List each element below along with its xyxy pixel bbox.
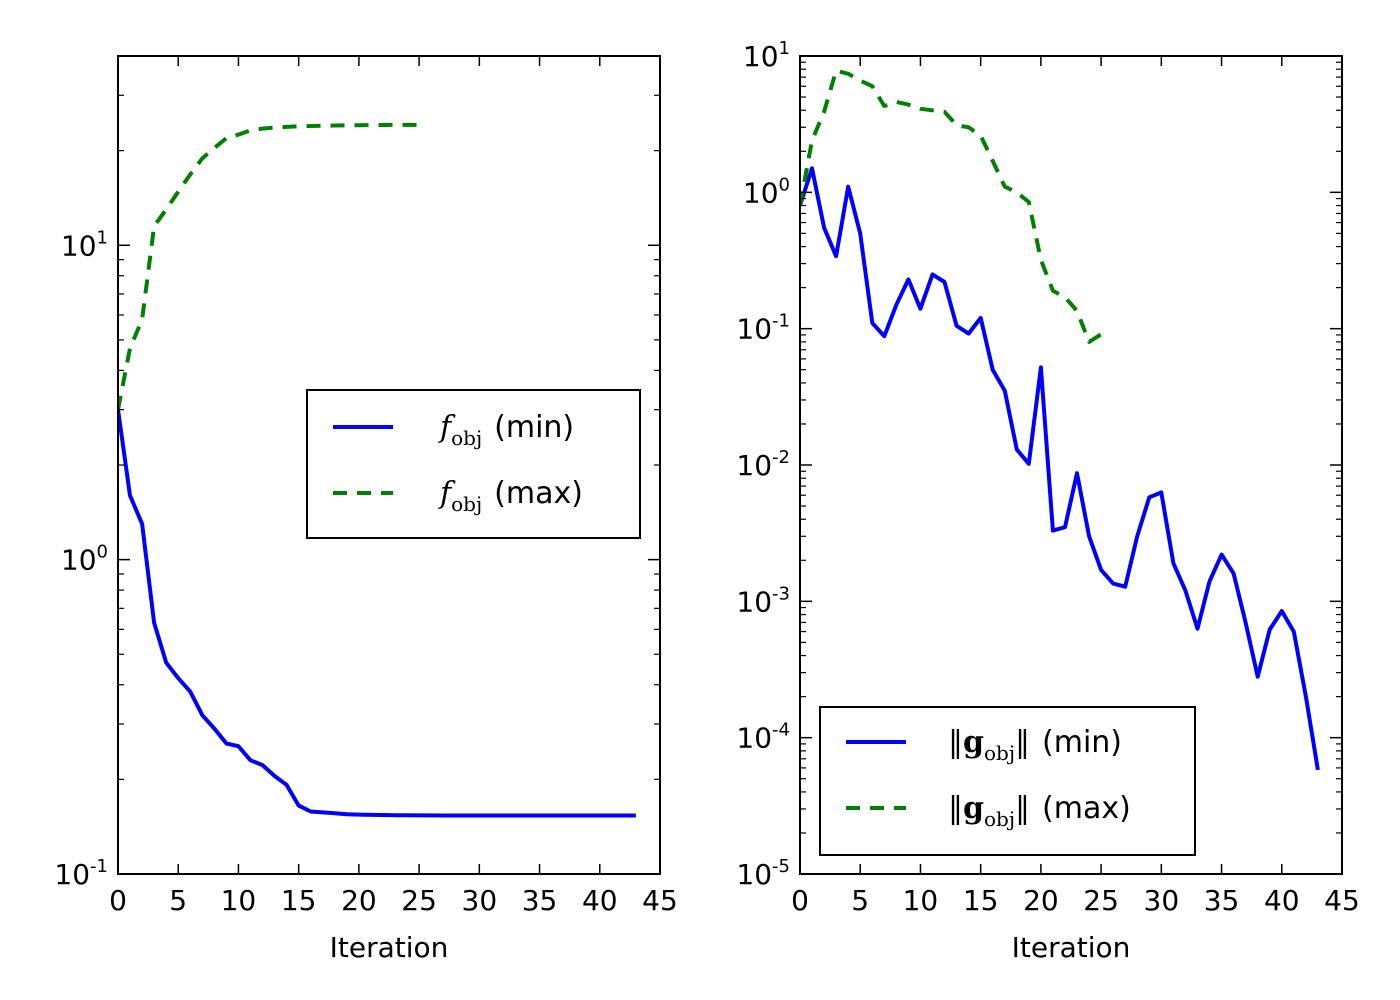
right-xtick-label: 30 bbox=[1144, 884, 1180, 917]
left-xtick-label: 10 bbox=[221, 884, 257, 917]
right-xtick-label: 5 bbox=[851, 884, 869, 917]
right-ytick-label: 10-4 bbox=[736, 720, 790, 755]
left-xtick-label: 15 bbox=[281, 884, 317, 917]
right-series-max-line bbox=[800, 68, 1103, 344]
right-series-min-line bbox=[800, 166, 1320, 771]
left-xtick-label: 5 bbox=[169, 884, 187, 917]
right-ytick-label: 10-3 bbox=[736, 583, 790, 618]
right-xtick-label: 15 bbox=[963, 884, 999, 917]
right-legend-entry-min: ‖gobj‖ (min) bbox=[948, 725, 1122, 765]
left-chart-series-layer bbox=[118, 122, 636, 818]
right-ytick-label: 100 bbox=[743, 174, 790, 209]
left-xtick-label: 40 bbox=[582, 884, 618, 917]
right-chart-xlabel: Iteration bbox=[1012, 931, 1131, 964]
right-xtick-label: 0 bbox=[791, 884, 809, 917]
left-series-min-line bbox=[118, 409, 636, 818]
right-xtick-label: 35 bbox=[1204, 884, 1240, 917]
right-xtick-label: 40 bbox=[1264, 884, 1300, 917]
left-ytick-label: 10-1 bbox=[54, 856, 108, 891]
left-legend-box bbox=[306, 389, 641, 539]
left-xtick-label: 45 bbox=[642, 884, 678, 917]
right-ytick-label: 10-2 bbox=[736, 447, 790, 482]
left-chart-xlabel: Iteration bbox=[330, 931, 449, 964]
right-xtick-label: 20 bbox=[1023, 884, 1059, 917]
left-xtick-label: 0 bbox=[109, 884, 127, 917]
right-xtick-label: 45 bbox=[1324, 884, 1360, 917]
right-xtick-label: 25 bbox=[1083, 884, 1119, 917]
left-ytick-label: 100 bbox=[61, 542, 108, 577]
right-ytick-label: 10-5 bbox=[736, 856, 790, 891]
right-ytick-label: 101 bbox=[743, 38, 790, 73]
left-xtick-label: 35 bbox=[522, 884, 558, 917]
right-ytick-label: 10-1 bbox=[736, 311, 790, 346]
right-chart-legend: ‖gobj‖ (min) ‖gobj‖ (max) bbox=[819, 706, 1196, 856]
right-legend-entry-max: ‖gobj‖ (max) bbox=[948, 791, 1131, 831]
left-xtick-label: 20 bbox=[341, 884, 377, 917]
right-chart-ticks-layer: 0 5 10 15 20 25 30 35 40 45 10-5 10-4 10-3 10-2 10-1 10… bbox=[736, 38, 1359, 917]
right-legend-box bbox=[819, 706, 1196, 856]
left-chart-legend: fobj (min) fobj (max) bbox=[306, 389, 641, 539]
left-chart-ticks-layer: 0 5 10 15 20 25 30 35 40 45 10-1 100 101 bbox=[54, 56, 678, 917]
left-xtick-label: 25 bbox=[401, 884, 437, 917]
left-legend-entry-min: fobj (min) bbox=[438, 410, 574, 450]
right-chart-series-layer bbox=[800, 68, 1320, 771]
right-chart-panel: 0 5 10 15 20 25 30 35 40 45 10-5 10-4 10-3 10-2 10-1 10… bbox=[736, 38, 1359, 964]
right-xtick-label: 10 bbox=[903, 884, 939, 917]
left-legend-entry-max: fobj (max) bbox=[438, 476, 583, 516]
left-series-max-line bbox=[118, 122, 420, 410]
left-chart-panel: 0 5 10 15 20 25 30 35 40 45 10-1 100 101 Iteration f… bbox=[54, 55, 678, 964]
left-xtick-label: 30 bbox=[462, 884, 498, 917]
left-ytick-label: 101 bbox=[61, 227, 108, 262]
